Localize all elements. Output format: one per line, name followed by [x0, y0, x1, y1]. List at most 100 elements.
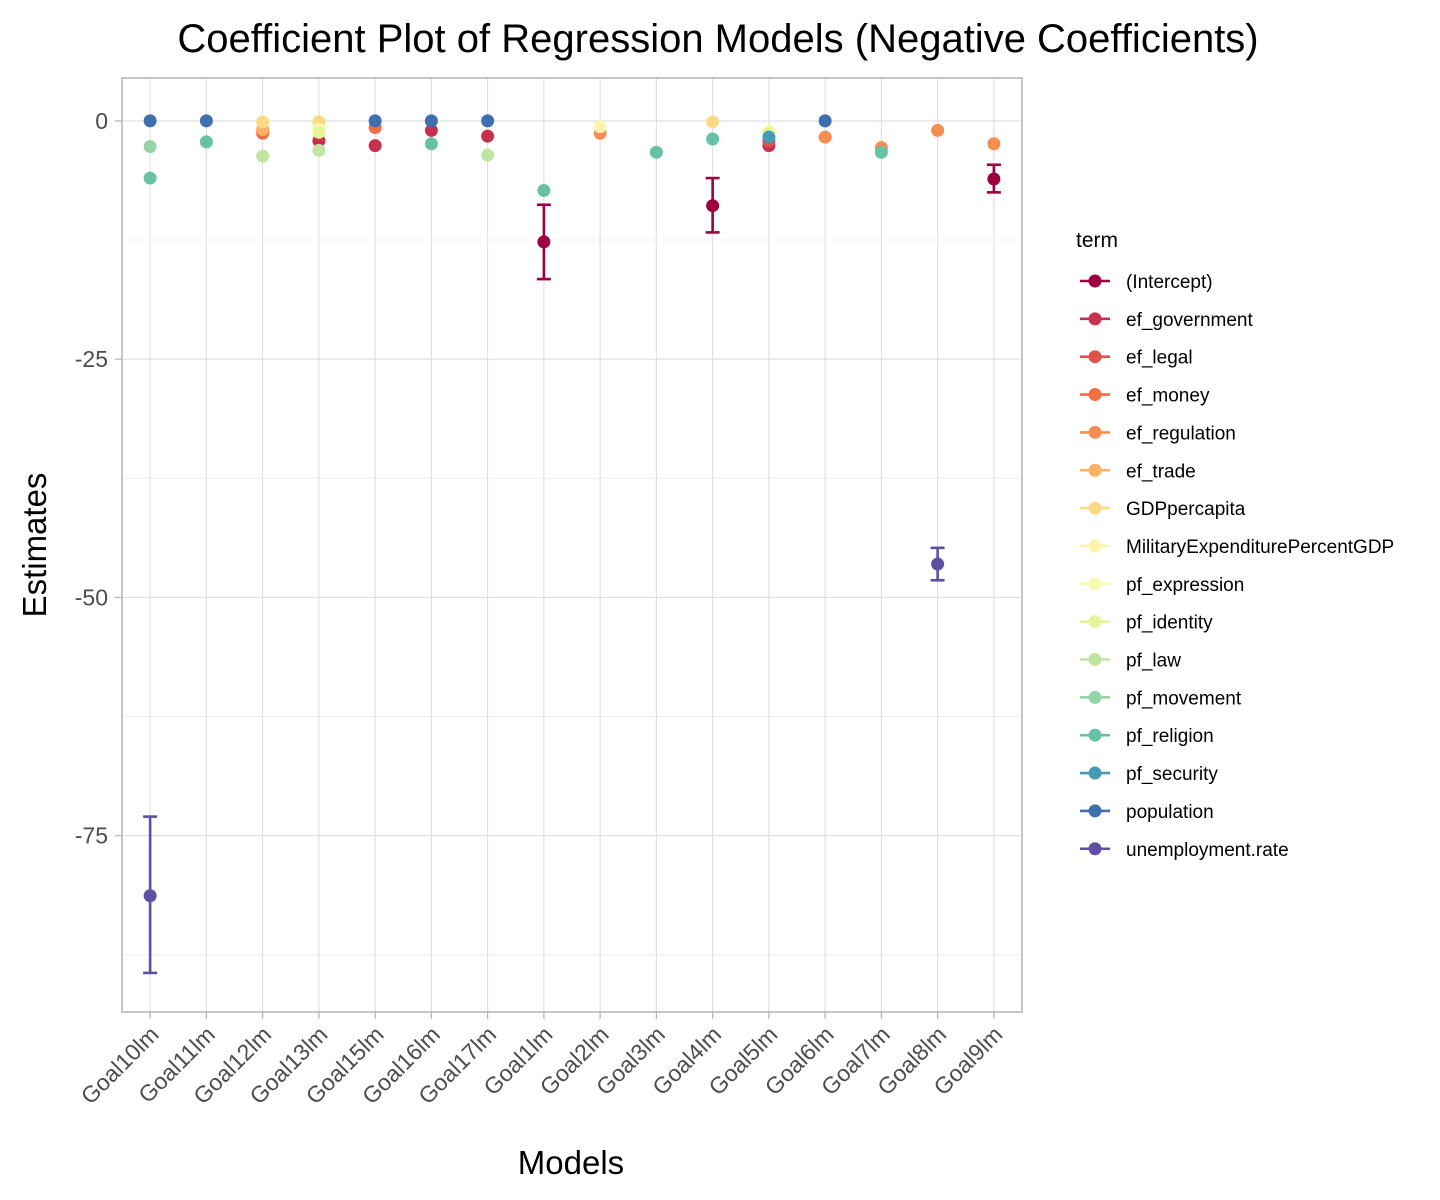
legend-key-point	[1088, 501, 1102, 515]
legend-item: pf_identity	[1080, 613, 1213, 634]
series-group	[536, 163, 1001, 281]
legend-label: pf_law	[1126, 651, 1181, 672]
legend-item: (Intercept)	[1080, 272, 1213, 293]
data-point	[931, 557, 945, 571]
y-tick-label: 0	[95, 108, 108, 134]
legend-items: (Intercept) ef_government ef_legal ef_money…	[1080, 272, 1394, 861]
y-axis: 0 -25 -50 -75	[75, 108, 122, 849]
data-point	[424, 114, 438, 128]
legend-label: pf_religion	[1126, 726, 1214, 747]
data-point	[143, 889, 157, 903]
legend-label: pf_movement	[1126, 688, 1242, 709]
series-group	[143, 132, 888, 197]
legend-key-point	[1088, 350, 1102, 364]
y-tick-label: -75	[75, 823, 108, 849]
legend-key-point	[1088, 728, 1102, 742]
y-axis-title: Estimates	[16, 473, 53, 618]
data-point	[143, 114, 157, 128]
data-point	[368, 114, 382, 128]
data-point	[987, 172, 1001, 186]
data-point	[931, 123, 945, 137]
data-point	[818, 130, 832, 144]
data-point	[818, 114, 832, 128]
data-point	[256, 149, 270, 163]
series-group	[143, 140, 157, 154]
legend: term (Intercept) ef_government ef_legal ef_…	[1076, 229, 1394, 861]
data-point	[706, 132, 720, 146]
legend-label: pf_security	[1126, 764, 1218, 785]
x-axis: Goal10lmGoal11lmGoal12lmGoal13lmGoal15lm…	[76, 1012, 1007, 1109]
legend-key-point	[1088, 539, 1102, 553]
panel-background	[122, 78, 1022, 1012]
legend-label: GDPpercapita	[1126, 499, 1246, 520]
data-point	[143, 171, 157, 185]
legend-item: pf_movement	[1080, 688, 1242, 709]
legend-label: pf_expression	[1126, 575, 1244, 596]
panel-border	[121, 77, 1023, 1013]
data-point	[424, 123, 438, 137]
data-point	[706, 199, 720, 213]
gridlines	[122, 78, 1022, 1012]
legend-label: population	[1126, 802, 1214, 823]
series-group	[762, 130, 776, 144]
legend-key-point	[1088, 463, 1102, 477]
data-point	[424, 137, 438, 151]
legend-label: ef_government	[1126, 310, 1253, 331]
legend-label: ef_money	[1126, 386, 1210, 407]
legend-label: unemployment.rate	[1126, 840, 1289, 861]
data-point	[199, 114, 213, 128]
data-point	[762, 130, 776, 144]
legend-label: ef_regulation	[1126, 423, 1236, 444]
series-group	[256, 143, 495, 163]
legend-item: ef_money	[1080, 386, 1210, 407]
data-point	[481, 114, 495, 128]
data-point	[537, 235, 551, 249]
legend-key-point	[1088, 653, 1102, 666]
legend-key-point	[1088, 690, 1102, 704]
legend-key-point	[1088, 615, 1102, 629]
legend-item: MilitaryExpenditurePercentGDP	[1080, 537, 1394, 558]
data-marks	[143, 114, 1001, 975]
data-point	[312, 143, 326, 157]
data-point	[593, 120, 607, 134]
legend-key-point	[1088, 388, 1102, 402]
legend-item: GDPpercapita	[1080, 499, 1246, 520]
data-point	[537, 183, 551, 197]
legend-item: pf_law	[1080, 651, 1181, 672]
chart-title: Coefficient Plot of Regression Models (N…	[177, 17, 1258, 61]
legend-item: ef_government	[1080, 310, 1253, 331]
legend-label: ef_legal	[1126, 348, 1193, 369]
data-point	[312, 125, 326, 139]
series-group	[143, 114, 832, 128]
data-point	[706, 115, 720, 129]
legend-key-point	[1088, 425, 1102, 439]
legend-item: pf_security	[1080, 764, 1218, 785]
legend-item: pf_religion	[1080, 726, 1214, 747]
legend-label: (Intercept)	[1126, 272, 1213, 293]
data-point	[481, 148, 495, 162]
legend-key-point	[1088, 804, 1102, 818]
data-point	[368, 139, 382, 153]
legend-item: pf_expression	[1080, 575, 1244, 596]
legend-title: term	[1076, 229, 1118, 252]
data-point	[874, 145, 888, 159]
data-point	[143, 140, 157, 154]
legend-item: unemployment.rate	[1080, 840, 1289, 861]
data-point	[987, 137, 1001, 151]
legend-key-point	[1088, 842, 1102, 856]
legend-item: ef_legal	[1080, 348, 1193, 369]
x-axis-title: Models	[518, 1144, 624, 1181]
legend-item: ef_regulation	[1080, 423, 1236, 444]
legend-item: ef_trade	[1080, 461, 1196, 482]
y-tick-label: -25	[75, 346, 108, 372]
legend-item: population	[1080, 802, 1214, 823]
plot-panel	[121, 77, 1023, 1013]
legend-label: MilitaryExpenditurePercentGDP	[1126, 537, 1394, 558]
legend-key-point	[1088, 274, 1102, 288]
series-group	[143, 546, 945, 975]
legend-key-point	[1088, 312, 1102, 326]
y-tick-label: -50	[75, 584, 108, 610]
data-point	[649, 145, 663, 159]
data-point	[256, 115, 270, 129]
